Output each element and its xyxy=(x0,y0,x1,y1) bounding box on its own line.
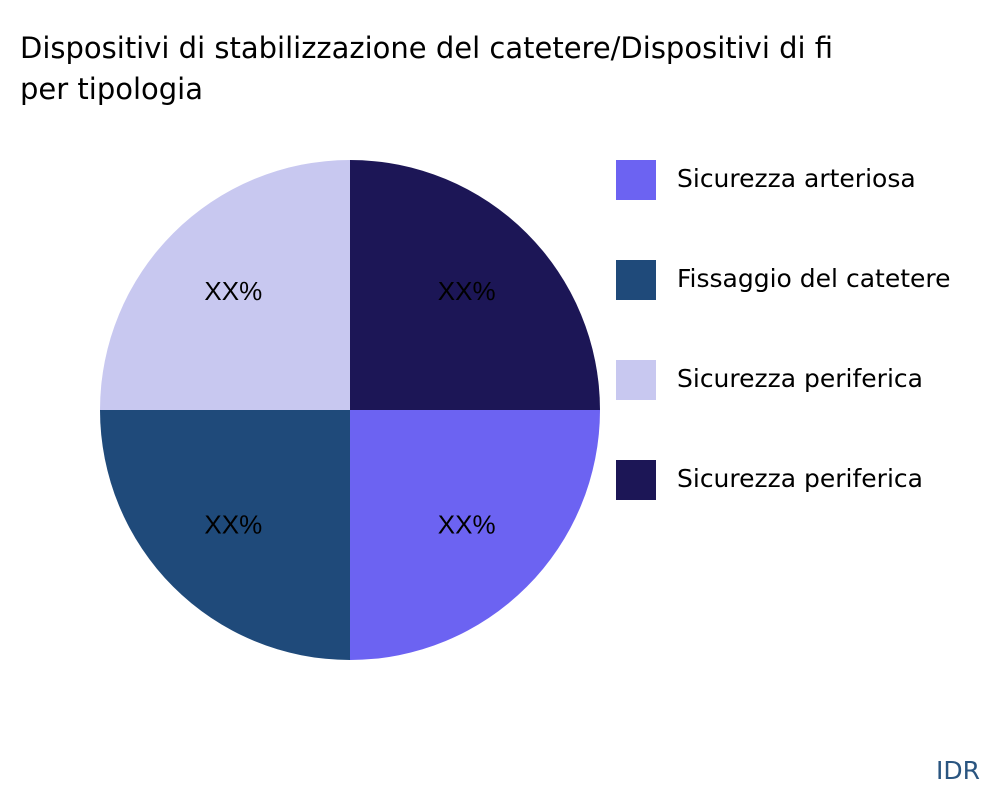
legend-label: Sicurezza periferica xyxy=(677,364,923,393)
pie-slice xyxy=(350,410,600,660)
slice-label: XX% xyxy=(204,510,262,540)
legend-swatch xyxy=(616,260,656,300)
chart-title-line: per tipologia xyxy=(20,72,203,106)
legend-label: Sicurezza periferica xyxy=(677,464,923,493)
pie-slice xyxy=(350,160,600,410)
legend-label: Fissaggio del catetere xyxy=(677,264,951,293)
source: IDR xyxy=(936,756,980,785)
pie-slice xyxy=(100,160,350,410)
pie-slice xyxy=(100,410,350,660)
legend-swatch xyxy=(616,160,656,200)
legend-swatch xyxy=(616,360,656,400)
legend-swatch xyxy=(616,460,656,500)
slice-label: XX% xyxy=(204,276,262,306)
slice-label: XX% xyxy=(438,510,496,540)
slice-label: XX% xyxy=(438,276,496,306)
chart-title-line: Dispositivi di stabilizzazione del catet… xyxy=(20,31,833,65)
legend-label: Sicurezza arteriosa xyxy=(677,164,916,193)
